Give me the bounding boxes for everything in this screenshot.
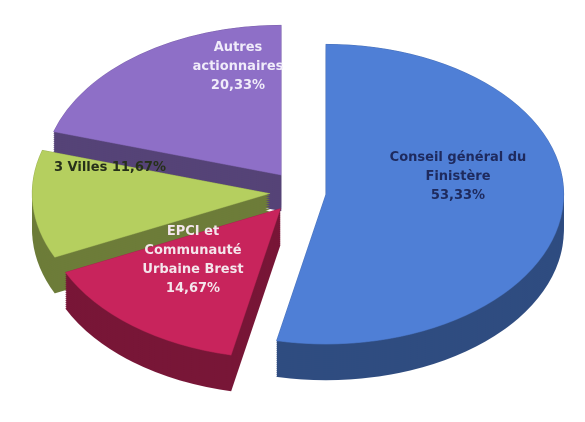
slice-label: EPCI et Communauté Urbaine Brest 14,67% — [128, 222, 258, 298]
slice-group — [53, 24, 282, 212]
slice — [64, 208, 282, 356]
slice — [276, 43, 565, 345]
category-name: EPCI et Communauté Urbaine Brest — [142, 224, 244, 277]
slice-label: Autres actionnaires 20,33% — [178, 38, 298, 95]
slice — [31, 149, 271, 258]
value-label: 53,33% — [430, 188, 486, 203]
value-label: 14,67% — [165, 281, 221, 296]
value-label: 20,33% — [210, 78, 266, 93]
category-name: Autres actionnaires — [192, 40, 284, 74]
slice-group — [64, 208, 282, 392]
slice-label: 3 Villes 11,67% — [30, 158, 190, 177]
slice — [53, 24, 282, 176]
slice-group — [276, 43, 565, 381]
category-name: Conseil général du Finistère — [389, 150, 527, 184]
value-label: 11,67% — [111, 160, 166, 175]
category-name: 3 Villes — [53, 160, 108, 175]
slice-label: Conseil général du Finistère 53,33% — [388, 148, 528, 205]
slice-group — [31, 149, 271, 294]
